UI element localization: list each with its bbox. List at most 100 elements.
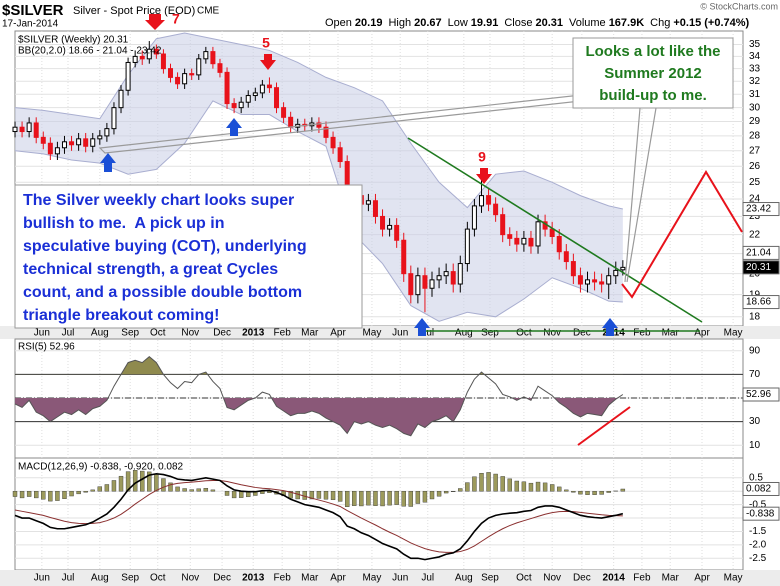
- histogram-bar: [83, 490, 88, 493]
- histogram-bar: [500, 476, 505, 492]
- x-tick-label: Apr: [330, 328, 346, 339]
- histogram-bar: [528, 482, 534, 492]
- candle-body: [380, 215, 386, 230]
- candle-body: [443, 271, 449, 277]
- candle-body: [486, 195, 492, 205]
- candle-body: [549, 228, 555, 238]
- stat-label: Chg: [650, 17, 670, 29]
- histogram-bar: [599, 490, 604, 495]
- histogram-bar: [97, 486, 103, 492]
- y-tick-label: -0.5: [749, 499, 767, 510]
- annotations: 7 5 9 The Silver weekly chart looks supe…: [14, 11, 743, 446]
- y-tick-label: 23: [749, 211, 761, 222]
- candle-body: [139, 55, 145, 60]
- x-tick-label: Dec: [573, 573, 591, 584]
- candle-body: [160, 53, 166, 70]
- histogram-bar: [288, 490, 293, 499]
- x-tick-label: Dec: [213, 573, 231, 584]
- histogram-bar: [451, 490, 456, 492]
- candle-body: [401, 239, 407, 275]
- candle-body: [288, 116, 294, 128]
- value-flag-label: 0.082: [746, 484, 771, 495]
- value-flag-label: 20.31: [746, 262, 771, 273]
- candle-body: [570, 261, 576, 277]
- candle-body: [330, 136, 336, 149]
- candle-body: [507, 234, 513, 239]
- histogram-bar: [140, 470, 145, 492]
- x-tick-label: Nov: [181, 328, 199, 339]
- callout-line: build-up to me.: [599, 87, 706, 104]
- candle-body: [104, 128, 110, 137]
- y-tick-label: -2.0: [749, 539, 767, 550]
- candle-body: [26, 122, 32, 133]
- note-box: [14, 184, 363, 329]
- candle-body: [500, 214, 506, 236]
- histogram-bar: [182, 488, 187, 492]
- value-flag: [742, 387, 780, 402]
- x-tick-label: Aug: [455, 328, 473, 339]
- y-tick-label: 30: [749, 102, 761, 113]
- histogram-bar: [196, 488, 201, 492]
- histogram-bar: [507, 478, 512, 492]
- histogram-bar: [69, 490, 74, 497]
- candle-body: [563, 251, 569, 263]
- callout: Looks a lot like the Summer 2012 build-up …: [585, 43, 720, 104]
- candle-body: [259, 84, 265, 94]
- rsi-line: [14, 356, 624, 437]
- band-lower: [15, 100, 623, 322]
- x-tick-label: May: [724, 573, 743, 584]
- candle-body: [69, 141, 75, 146]
- note-line: count, and a possible double bottom: [23, 284, 302, 301]
- histogram-bar: [118, 475, 124, 492]
- candle-body: [592, 279, 598, 283]
- x-tick-label: Oct: [516, 573, 532, 584]
- candle-body: [281, 107, 287, 118]
- candle-body: [471, 205, 477, 230]
- rsi-low-fill: [15, 398, 623, 436]
- x-tick-label: Oct: [150, 573, 166, 584]
- candle-body: [457, 263, 463, 285]
- histogram-bar: [472, 476, 477, 492]
- x-tick-label: Mar: [301, 328, 319, 339]
- arrow-down: [145, 14, 165, 30]
- candle-body: [266, 84, 272, 89]
- candle-body: [415, 275, 421, 296]
- y-tick-label: 90: [749, 345, 761, 356]
- histogram-bar: [521, 481, 527, 492]
- callout-box: [572, 37, 734, 109]
- histogram-bar: [585, 490, 590, 495]
- callout-line: Summer 2012: [604, 65, 702, 82]
- candle-body: [528, 237, 534, 247]
- histogram-bar: [429, 490, 435, 500]
- annotation: 9: [478, 149, 486, 165]
- x-tick-label: Aug: [455, 573, 473, 584]
- callout-pointer: [626, 107, 657, 283]
- x-tick-label: Jun: [34, 328, 50, 339]
- x-tick-label: Dec: [573, 328, 591, 339]
- candle-body: [76, 138, 82, 146]
- flag-layer: 23.42 21.04 20.31 18.66 52.96 0.082 -0.838: [742, 202, 780, 521]
- arrow-up: [226, 118, 242, 136]
- note-line: triangle breakout coming!: [23, 307, 219, 324]
- header-stats: Open 20.19 High 20.67 Low 19.91 Close 20.31 Volu…: [325, 17, 750, 29]
- histogram-bar: [344, 490, 350, 507]
- x-axis-band: [0, 326, 780, 339]
- histogram-bar: [132, 470, 138, 492]
- histogram-bar: [465, 482, 470, 492]
- band-upper: [15, 32, 623, 210]
- x-axis-band: [0, 570, 780, 586]
- stat-value: 19.91: [471, 17, 499, 29]
- candle-body: [613, 269, 619, 277]
- callout-pointer: [624, 107, 641, 283]
- subtitle: Silver - Spot Price (EOD): [73, 5, 195, 17]
- credit: © StockCharts.com: [700, 1, 778, 11]
- candle-body: [217, 63, 223, 73]
- histogram-bar: [571, 490, 576, 493]
- note-line: bullish to me. A pick up in: [23, 215, 225, 232]
- date: 17-Jan-2014: [2, 19, 59, 30]
- projection: [621, 170, 743, 299]
- candle-body: [224, 71, 230, 105]
- y-tick-label: 26: [749, 161, 761, 172]
- y-tick-label: 31: [749, 89, 761, 100]
